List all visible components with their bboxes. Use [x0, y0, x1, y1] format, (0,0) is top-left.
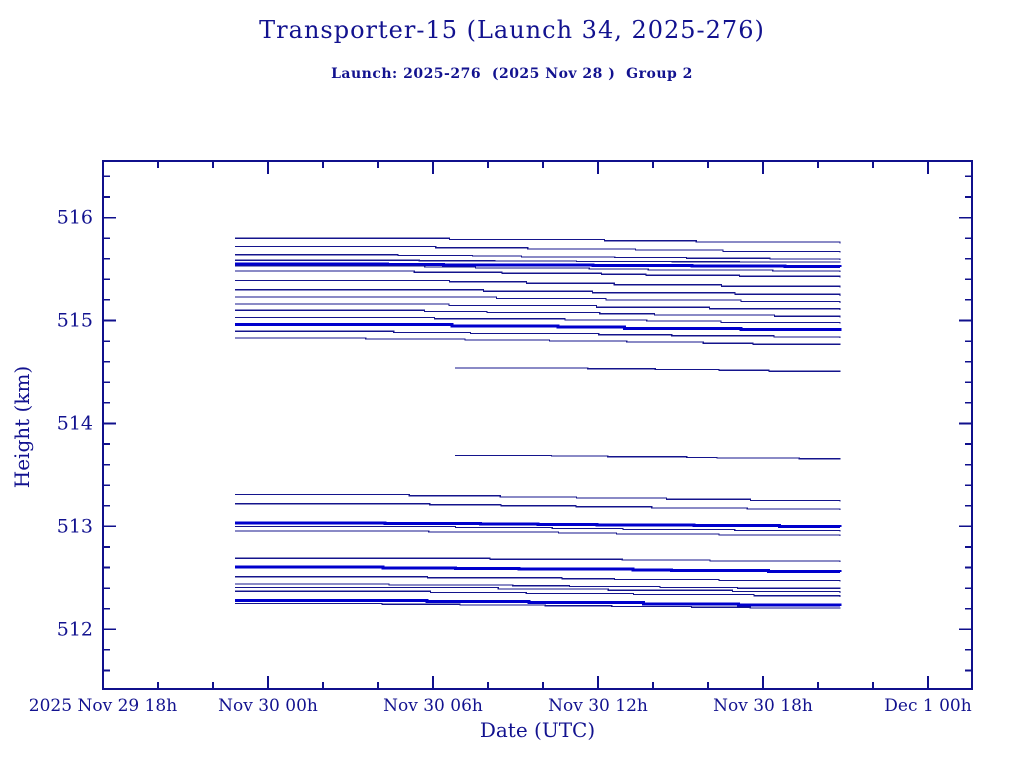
x-tick-label: Nov 30 12h: [548, 696, 648, 716]
height-trace: [235, 602, 841, 609]
height-trace: [235, 303, 841, 311]
y-tick-label: 512: [57, 618, 93, 640]
height-trace: [235, 270, 841, 278]
x-tick-label: Nov 30 00h: [218, 696, 318, 716]
height-trace: [235, 493, 841, 502]
height-trace: [235, 296, 841, 303]
height-trace: [235, 565, 842, 573]
y-tick-label: 516: [57, 207, 93, 229]
x-tick-label: Dec 1 00h: [884, 696, 971, 716]
height-trace: [235, 237, 841, 244]
height-trace: [235, 309, 841, 318]
height-trace: [235, 530, 841, 537]
height-trace: [235, 279, 841, 288]
height-trace: [235, 599, 842, 607]
height-trace: [235, 316, 841, 324]
height-trace: [235, 576, 841, 582]
y-tick-label: 513: [57, 515, 93, 537]
height-trace: [235, 583, 841, 590]
height-trace: [235, 521, 842, 528]
height-trace: [235, 265, 841, 273]
y-axis-label: Height (km): [10, 365, 34, 489]
height-trace: [235, 323, 842, 332]
height-trace: [235, 586, 841, 593]
x-tick-label: 2025 Nov 29 18h: [29, 696, 177, 716]
height-trace: [455, 454, 841, 460]
height-trace: [235, 245, 841, 253]
x-axis-label: Date (UTC): [479, 718, 596, 742]
height-trace: [235, 557, 841, 562]
height-trace: [235, 590, 841, 597]
y-tick-label: 515: [57, 310, 93, 332]
x-tick-label: Nov 30 18h: [713, 696, 813, 716]
y-tick-label: 514: [57, 412, 93, 434]
height-trace: [235, 254, 841, 260]
x-tick-label: Nov 30 06h: [383, 696, 483, 716]
height-trace: [235, 262, 842, 269]
height-trace: [235, 330, 841, 338]
height-trace: [235, 525, 841, 532]
height-trace: [455, 367, 841, 372]
height-trace: [235, 337, 841, 346]
height-trace: [235, 289, 841, 296]
height-trace: [235, 259, 841, 263]
plot-frame: [102, 160, 973, 690]
chart-subtitle: Launch: 2025-276 (2025 Nov 28 ) Group 2: [331, 66, 693, 82]
chart-title: Transporter-15 (Launch 34, 2025-276): [259, 16, 765, 44]
height-trace: [235, 503, 841, 510]
